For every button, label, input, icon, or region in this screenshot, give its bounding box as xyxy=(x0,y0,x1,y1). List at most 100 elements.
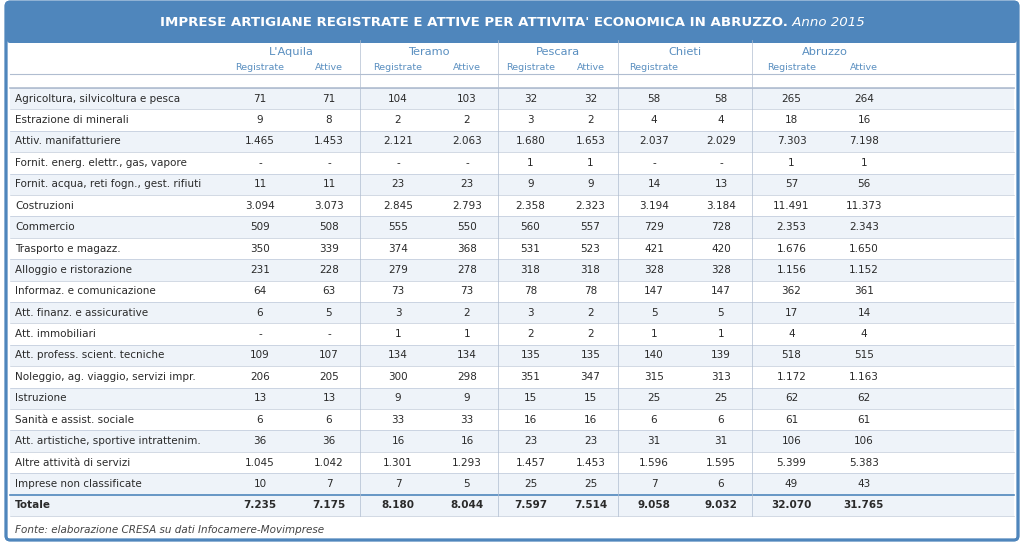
Text: 2: 2 xyxy=(464,115,470,125)
Text: 7.175: 7.175 xyxy=(312,500,346,510)
Text: 328: 328 xyxy=(644,265,664,275)
Text: IMPRESE ARTIGIANE REGISTRATE E ATTIVE PER ATTIVITA' ECONOMICA IN ABRUZZO.: IMPRESE ARTIGIANE REGISTRATE E ATTIVE PE… xyxy=(160,16,787,29)
Text: Abruzzo: Abruzzo xyxy=(802,47,848,57)
Text: 557: 557 xyxy=(581,222,600,232)
Text: 1.293: 1.293 xyxy=(452,458,482,467)
Text: 78: 78 xyxy=(584,286,597,296)
Text: 1.596: 1.596 xyxy=(639,458,669,467)
Text: 13: 13 xyxy=(715,180,728,189)
Text: 2.353: 2.353 xyxy=(776,222,807,232)
Text: 23: 23 xyxy=(391,180,404,189)
Text: 6: 6 xyxy=(650,415,657,425)
Bar xyxy=(10,259,1014,281)
Text: Registrate: Registrate xyxy=(506,64,555,72)
Bar xyxy=(10,174,1014,195)
Text: 7.514: 7.514 xyxy=(573,500,607,510)
Text: 61: 61 xyxy=(784,415,798,425)
Text: 140: 140 xyxy=(644,350,664,361)
Text: 23: 23 xyxy=(461,180,474,189)
Text: 14: 14 xyxy=(647,180,660,189)
Text: Sanità e assist. sociale: Sanità e assist. sociale xyxy=(15,415,134,425)
Text: 7.198: 7.198 xyxy=(849,137,879,146)
Text: Attive: Attive xyxy=(850,64,878,72)
Text: 15: 15 xyxy=(524,393,538,403)
Text: 139: 139 xyxy=(711,350,731,361)
Bar xyxy=(10,473,1014,494)
Text: 206: 206 xyxy=(250,372,270,382)
Text: 313: 313 xyxy=(711,372,731,382)
Text: 9.032: 9.032 xyxy=(705,500,737,510)
Text: 5.383: 5.383 xyxy=(849,458,879,467)
Text: Attive: Attive xyxy=(453,64,481,72)
Text: 1: 1 xyxy=(394,329,401,339)
Text: Agricoltura, silvicoltura e pesca: Agricoltura, silvicoltura e pesca xyxy=(15,94,180,104)
Text: 205: 205 xyxy=(319,372,339,382)
Text: 33: 33 xyxy=(391,415,404,425)
Text: 32: 32 xyxy=(524,94,538,104)
Text: 1: 1 xyxy=(587,158,594,168)
Text: 23: 23 xyxy=(584,436,597,446)
Text: 5: 5 xyxy=(326,308,333,318)
Text: 1.650: 1.650 xyxy=(849,244,879,254)
Text: 3: 3 xyxy=(527,115,534,125)
Text: 31: 31 xyxy=(715,436,728,446)
Text: 3.194: 3.194 xyxy=(639,201,669,211)
Text: 13: 13 xyxy=(253,393,266,403)
Text: 11: 11 xyxy=(253,180,266,189)
Text: 2.793: 2.793 xyxy=(452,201,482,211)
Bar xyxy=(10,302,1014,323)
Text: 6: 6 xyxy=(257,415,263,425)
Text: 104: 104 xyxy=(388,94,408,104)
Text: 25: 25 xyxy=(524,479,538,489)
Text: 16: 16 xyxy=(524,415,538,425)
Text: Altre attività di servizi: Altre attività di servizi xyxy=(15,458,130,467)
Text: Istruzione: Istruzione xyxy=(15,393,67,403)
Text: 560: 560 xyxy=(520,222,541,232)
Text: 7: 7 xyxy=(650,479,657,489)
Text: 5: 5 xyxy=(718,308,724,318)
Text: 231: 231 xyxy=(250,265,270,275)
Text: Noleggio, ag. viaggio, servizi impr.: Noleggio, ag. viaggio, servizi impr. xyxy=(15,372,196,382)
Text: 2: 2 xyxy=(587,308,594,318)
Text: 9: 9 xyxy=(464,393,470,403)
Text: 1.595: 1.595 xyxy=(707,458,736,467)
Text: 3.094: 3.094 xyxy=(245,201,274,211)
Text: Chieti: Chieti xyxy=(669,47,701,57)
Text: 4: 4 xyxy=(718,115,724,125)
Bar xyxy=(10,152,1014,174)
Text: 58: 58 xyxy=(647,94,660,104)
Text: 362: 362 xyxy=(781,286,802,296)
Text: 1: 1 xyxy=(527,158,534,168)
Text: 13: 13 xyxy=(323,393,336,403)
Text: Teramo: Teramo xyxy=(409,47,450,57)
Text: 279: 279 xyxy=(388,265,408,275)
Text: Att. finanz. e assicurative: Att. finanz. e assicurative xyxy=(15,308,148,318)
Text: -: - xyxy=(258,158,262,168)
Text: 14: 14 xyxy=(857,308,870,318)
Text: 106: 106 xyxy=(781,436,802,446)
Text: 61: 61 xyxy=(857,415,870,425)
Text: 9.058: 9.058 xyxy=(638,500,671,510)
Text: 49: 49 xyxy=(784,479,798,489)
Text: Registrate: Registrate xyxy=(236,64,285,72)
Text: 328: 328 xyxy=(711,265,731,275)
Text: 7.303: 7.303 xyxy=(776,137,806,146)
Text: 32: 32 xyxy=(584,94,597,104)
Text: 25: 25 xyxy=(584,479,597,489)
Text: Pescara: Pescara xyxy=(536,47,580,57)
Text: 25: 25 xyxy=(647,393,660,403)
Text: -: - xyxy=(465,158,469,168)
Text: 11: 11 xyxy=(323,180,336,189)
Text: 518: 518 xyxy=(781,350,802,361)
Text: Registrate: Registrate xyxy=(767,64,816,72)
Text: Fornit. energ. elettr., gas, vapore: Fornit. energ. elettr., gas, vapore xyxy=(15,158,186,168)
Text: 135: 135 xyxy=(581,350,600,361)
Text: 56: 56 xyxy=(857,180,870,189)
Text: 16: 16 xyxy=(461,436,474,446)
Text: 147: 147 xyxy=(711,286,731,296)
Text: 15: 15 xyxy=(584,393,597,403)
Text: 318: 318 xyxy=(520,265,541,275)
Text: 3.184: 3.184 xyxy=(707,201,736,211)
Text: Att. immobiliari: Att. immobiliari xyxy=(15,329,96,339)
Text: 1.042: 1.042 xyxy=(314,458,344,467)
